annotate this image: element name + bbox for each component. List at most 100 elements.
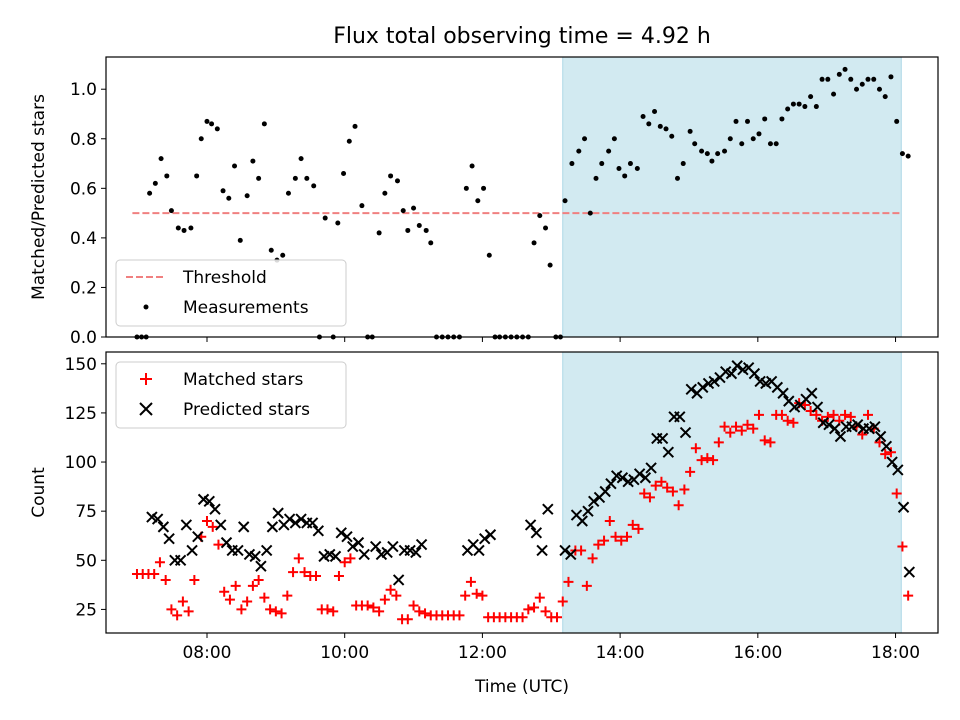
y-tick-label: 0.2	[70, 278, 97, 298]
data-point	[806, 387, 818, 399]
data-point	[557, 596, 568, 607]
data-point	[283, 513, 296, 525]
legend-plus-swatch	[140, 373, 152, 385]
data-point	[174, 554, 187, 567]
data-point	[280, 252, 286, 258]
data-point	[759, 435, 770, 446]
data-point	[639, 472, 652, 484]
data-point	[414, 606, 425, 617]
data-point	[662, 446, 675, 458]
data-point	[748, 423, 759, 434]
data-point	[633, 468, 646, 480]
data-point	[209, 121, 215, 127]
data-point	[192, 531, 204, 543]
data-point	[822, 411, 833, 422]
data-point	[203, 495, 215, 508]
data-point	[891, 488, 902, 499]
data-point	[379, 594, 390, 605]
data-point	[610, 531, 621, 542]
data-point	[226, 195, 232, 201]
data-point	[289, 517, 302, 529]
data-point	[840, 409, 851, 420]
data-point	[633, 523, 644, 534]
y-tick-label: 0.6	[70, 179, 97, 199]
data-point	[903, 566, 916, 578]
data-point	[811, 409, 822, 420]
data-point	[599, 161, 605, 167]
data-point	[335, 527, 347, 539]
data-point	[722, 148, 728, 154]
data-point	[865, 76, 871, 82]
y-tick-label: 100	[65, 453, 97, 473]
data-point	[650, 480, 661, 491]
data-point	[423, 227, 429, 233]
data-point	[151, 513, 164, 525]
data-point	[569, 161, 575, 167]
data-point	[475, 198, 481, 204]
data-point	[402, 614, 413, 625]
data-point	[534, 592, 545, 603]
data-point	[782, 415, 793, 426]
data-point	[420, 608, 431, 619]
data-point	[903, 590, 914, 601]
data-point	[871, 76, 877, 82]
data-point	[563, 576, 574, 587]
data-point	[335, 220, 341, 226]
data-point	[876, 86, 882, 92]
data-point	[593, 539, 604, 550]
data-point	[186, 544, 198, 557]
data-point	[352, 536, 365, 549]
data-point	[825, 76, 831, 82]
data-point	[540, 606, 551, 617]
data-point	[322, 604, 333, 615]
data-point	[842, 66, 848, 72]
data-point	[415, 538, 428, 551]
legend-label: Threshold	[182, 268, 267, 288]
data-point	[731, 360, 743, 372]
data-point	[157, 521, 170, 533]
data-point	[369, 540, 382, 553]
data-point	[646, 121, 652, 127]
data-point	[530, 527, 543, 539]
data-point	[899, 151, 905, 157]
data-point	[745, 118, 751, 124]
data-point	[845, 411, 856, 422]
data-point	[645, 462, 657, 474]
data-point	[894, 118, 900, 124]
data-point	[163, 532, 175, 545]
y-tick-label: 0.4	[70, 229, 97, 249]
data-point	[627, 519, 638, 530]
data-point	[311, 183, 317, 189]
data-point	[220, 536, 233, 549]
data-point	[531, 240, 537, 246]
data-point	[885, 447, 896, 458]
data-point	[882, 94, 888, 100]
data-point	[345, 553, 356, 564]
data-point	[599, 485, 611, 498]
data-point	[679, 426, 692, 439]
data-point	[537, 213, 543, 219]
shaded-region	[562, 351, 902, 634]
x-tick-label: 14:00	[596, 643, 645, 663]
chart-title: Flux total observing time = 4.92 h	[333, 24, 711, 49]
data-point	[606, 148, 612, 154]
data-point	[685, 466, 696, 477]
data-point	[674, 411, 686, 423]
data-point	[183, 606, 194, 617]
data-point	[322, 215, 328, 221]
data-point	[181, 227, 187, 233]
data-point	[662, 482, 673, 493]
data-point	[164, 173, 170, 179]
data-point	[713, 437, 724, 448]
data-point	[175, 225, 181, 231]
data-point	[410, 546, 422, 559]
data-point	[230, 580, 241, 591]
data-point	[696, 455, 707, 466]
data-point	[604, 515, 615, 526]
data-point	[708, 455, 719, 466]
data-point	[387, 540, 399, 553]
data-point	[831, 91, 837, 97]
data-point	[189, 574, 200, 585]
data-point	[663, 126, 669, 132]
axes-frame	[105, 351, 939, 634]
